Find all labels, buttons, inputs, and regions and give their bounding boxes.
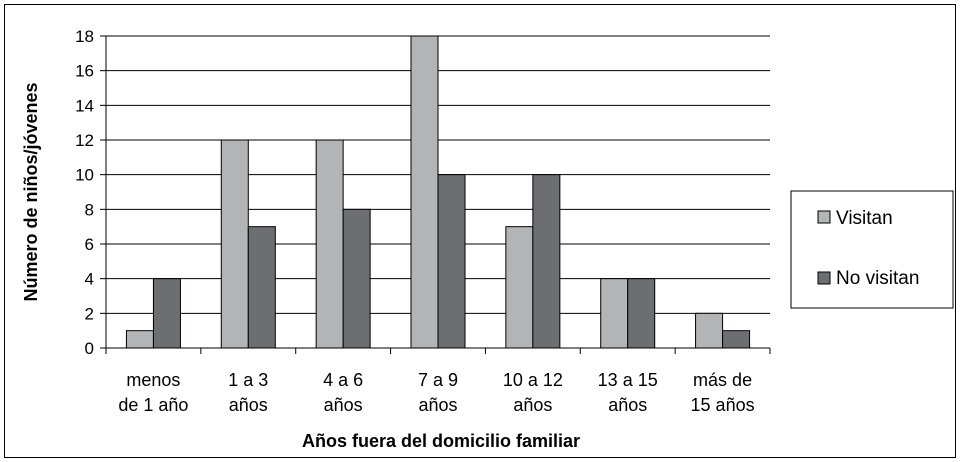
x-tick-label: años (324, 395, 363, 415)
y-tick-label: 12 (75, 131, 94, 150)
y-tick-label: 18 (75, 27, 94, 46)
legend-label-no-visitan: No visitan (836, 268, 919, 289)
bar-visitan (315, 139, 344, 349)
x-tick-label: 13 a 15 (598, 370, 658, 390)
y-tick-label: 10 (75, 166, 94, 185)
y-tick-label: 4 (85, 270, 94, 289)
bar-no-visitan (342, 208, 371, 349)
bar-no-visitan (152, 278, 181, 349)
x-axis-title: Años fuera del domicilio familiar (302, 431, 580, 451)
bar-no-visitan (437, 174, 466, 349)
x-tick-label: años (513, 395, 552, 415)
legend-label-visitan: Visitan (836, 208, 893, 229)
bar-no-visitan (627, 278, 656, 349)
legend-swatch-visitan (817, 210, 831, 224)
bar-no-visitan (532, 174, 561, 349)
bar-visitan (695, 312, 724, 349)
x-tick-label: de 1 año (118, 395, 188, 415)
axes (100, 35, 771, 354)
y-tick-label: 0 (85, 339, 94, 358)
y-tick-label: 14 (75, 96, 94, 115)
bar-visitan (410, 35, 439, 349)
x-tick-label: años (229, 395, 268, 415)
y-tick-label: 8 (85, 200, 94, 219)
labels: 0 2 4 6 8 10 12 14 16 18 menos de 1 año 1 a 3 años 4 a… (75, 27, 755, 415)
x-tick-label: años (608, 395, 647, 415)
bar-visitan (220, 139, 249, 349)
legend: Visitan No visitan (790, 190, 954, 309)
y-tick-label: 16 (75, 62, 94, 81)
y-axis-title: Número de niños/jóvenes (21, 82, 41, 301)
x-tick-label: 15 años (691, 395, 755, 415)
x-tick-label: 1 a 3 (228, 370, 268, 390)
bars (125, 35, 751, 349)
bar-no-visitan (722, 330, 751, 349)
bar-visitan (505, 226, 534, 349)
bar-no-visitan (247, 226, 276, 349)
x-tick-label: años (418, 395, 457, 415)
legend-swatch-no-visitan (817, 271, 831, 285)
x-tick-label: 7 a 9 (418, 370, 458, 390)
x-tick-label: 10 a 12 (503, 370, 563, 390)
x-tick-label: menos (126, 370, 180, 390)
y-tick-label: 6 (85, 235, 94, 254)
bar-visitan (125, 330, 154, 349)
x-tick-label: más de (693, 370, 752, 390)
y-tick-label: 2 (85, 304, 94, 323)
x-tick-label: 4 a 6 (323, 370, 363, 390)
bar-visitan (600, 278, 629, 349)
